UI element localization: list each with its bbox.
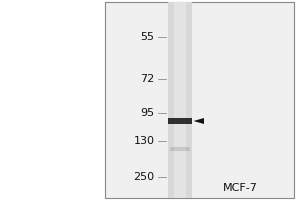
Text: MCF-7: MCF-7 <box>223 183 257 193</box>
Polygon shape <box>194 118 204 124</box>
Bar <box>174 2 186 198</box>
Bar <box>168 2 192 198</box>
Bar <box>168 118 192 124</box>
Text: 72: 72 <box>140 74 154 84</box>
Text: 250: 250 <box>134 172 154 182</box>
Text: 95: 95 <box>140 108 154 118</box>
Bar <box>170 147 190 151</box>
Text: 55: 55 <box>140 32 154 42</box>
Bar <box>105 2 294 198</box>
Text: 130: 130 <box>134 136 154 146</box>
